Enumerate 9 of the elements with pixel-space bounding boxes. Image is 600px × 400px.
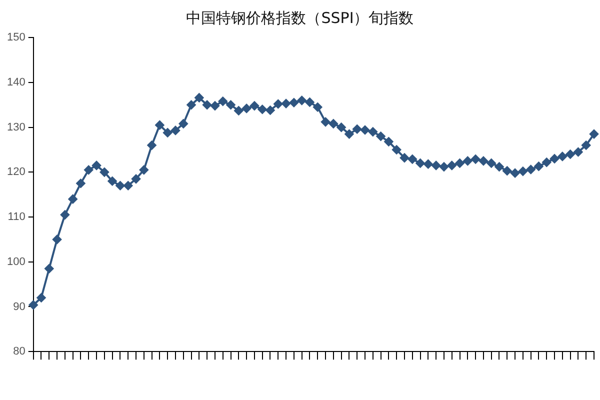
y-tick-label: 130 <box>6 121 26 134</box>
y-tick-label: 140 <box>6 76 26 88</box>
y-tick-label: 150 <box>6 32 26 44</box>
y-tick-label: 100 <box>6 256 26 268</box>
chart-title: 中国特钢价格指数（SSPI）旬指数 <box>185 8 415 28</box>
y-tick-label: 120 <box>6 166 26 178</box>
y-tick-label: 110 <box>8 211 26 224</box>
y-tick-label: 80 <box>13 346 26 358</box>
y-tick-label: 90 <box>13 300 26 313</box>
